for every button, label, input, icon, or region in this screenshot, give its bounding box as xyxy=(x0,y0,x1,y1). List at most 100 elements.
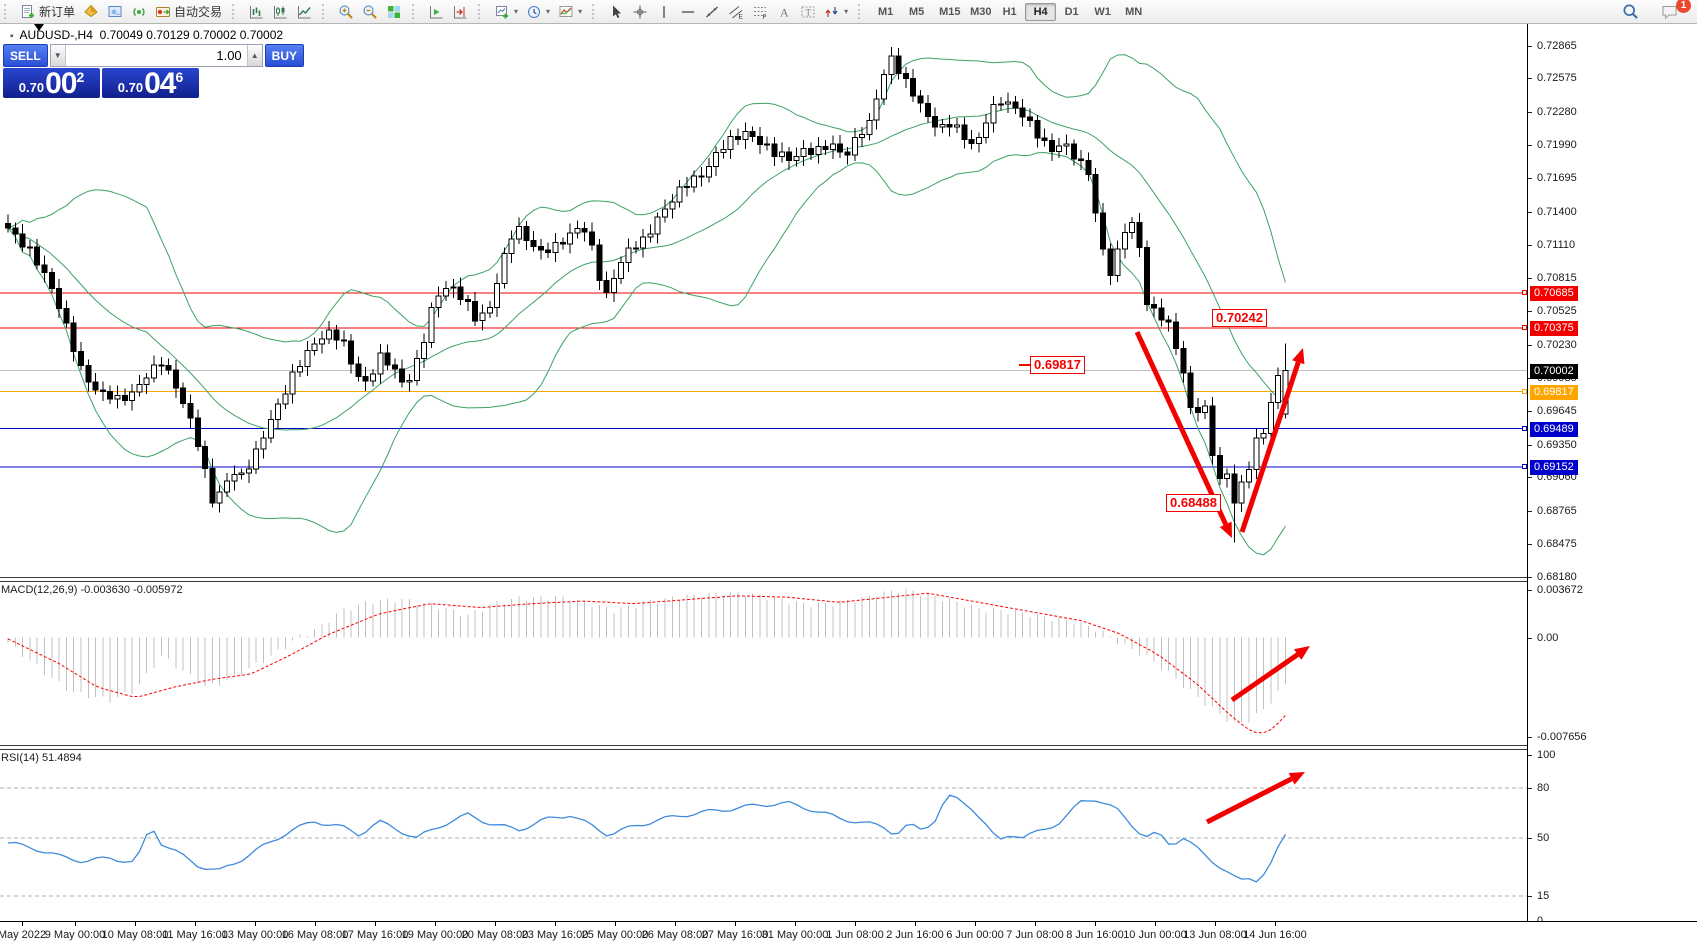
price-tick-label: 0.72575 xyxy=(1537,72,1577,84)
buy-price-display[interactable]: 0.70 04 6 xyxy=(102,68,199,99)
timeframe-button-h4[interactable]: H4 xyxy=(1025,2,1057,21)
toolbar-grip[interactable] xyxy=(412,4,418,19)
bar-chart-button[interactable] xyxy=(244,2,268,22)
volume-decrease-button[interactable]: ▼ xyxy=(50,45,66,66)
timeframe-button-mn[interactable]: MN xyxy=(1118,3,1149,21)
rsi-value: 51.4894 xyxy=(41,752,82,764)
fibonacci-button[interactable]: F xyxy=(748,2,772,22)
sell-price-display[interactable]: 0.70 00 2 xyxy=(3,68,100,99)
sell-button[interactable]: SELL xyxy=(3,44,48,67)
macd-tick-label: -0.007656 xyxy=(1537,731,1587,743)
price-annotation[interactable]: 0.70242 xyxy=(1212,309,1267,327)
rsi-chart-canvas[interactable] xyxy=(0,750,1527,921)
volume-input[interactable] xyxy=(65,45,247,66)
bar-chart-icon xyxy=(250,5,263,18)
main-chart-canvas[interactable] xyxy=(0,24,1527,578)
candlestick-chart-icon xyxy=(274,5,287,18)
macd-chart-canvas[interactable] xyxy=(0,582,1527,745)
indicators-button[interactable]: ▾ xyxy=(554,2,586,22)
timeframe-button-m30[interactable]: M30 xyxy=(963,3,994,21)
equidistant-channel-button[interactable]: E xyxy=(724,2,748,22)
notification-badge: 1 xyxy=(1676,0,1691,13)
buy-price-pip: 6 xyxy=(175,69,184,85)
time-axis[interactable]: May 2022 9 May 00:00 10 May 08:00 11 May 16… xyxy=(0,921,1697,943)
line-chart-button[interactable] xyxy=(292,2,316,22)
vertical-line-button[interactable] xyxy=(652,2,676,22)
toolbar-grip[interactable] xyxy=(322,4,328,19)
volume-increase-button[interactable]: ▲ xyxy=(246,45,262,66)
axis-tick-icon xyxy=(1275,922,1276,926)
date-tick-label: 10 May 08:00 xyxy=(101,929,169,941)
auto-scroll-button[interactable] xyxy=(424,2,448,22)
new-chart-icon xyxy=(496,5,509,18)
timeframe-button-m5[interactable]: M5 xyxy=(901,3,932,21)
text-icon: A xyxy=(780,5,789,19)
chart-window[interactable]: ▪ AUDUSD-,H4 0.70049 0.70129 0.70002 0.70… xyxy=(0,24,1697,943)
zoom-out-button[interactable] xyxy=(358,2,382,22)
trendline-button[interactable] xyxy=(700,2,724,22)
price-annotation[interactable]: 0.68488 xyxy=(1166,494,1221,512)
line-chart-icon xyxy=(298,5,311,18)
timeframe-button-m15[interactable]: M15 xyxy=(932,3,963,21)
line-anchor-icon xyxy=(1522,464,1527,469)
axis-tick-icon xyxy=(1528,477,1532,478)
buy-button[interactable]: BUY xyxy=(264,44,305,67)
new-chart-button[interactable]: ▾ xyxy=(490,2,522,22)
panel-divider[interactable] xyxy=(0,577,1697,582)
axis-tick-icon xyxy=(1528,112,1532,113)
timeframe-button-w1[interactable]: W1 xyxy=(1087,3,1118,21)
timeframe-button-m1[interactable]: M1 xyxy=(870,3,901,21)
date-tick-label: 13 May 00:00 xyxy=(221,929,289,941)
rsi-arrow-layer[interactable] xyxy=(1205,772,1305,825)
macd-arrow-layer[interactable] xyxy=(1230,646,1310,703)
price-tick-label: 0.72865 xyxy=(1537,40,1577,52)
new-order-button[interactable]: 新订单 xyxy=(16,2,79,22)
axis-tick-icon xyxy=(22,922,23,926)
axis-tick-icon xyxy=(615,922,616,926)
price-tick-label: 0.68765 xyxy=(1537,505,1577,517)
toolbar-grip[interactable] xyxy=(858,4,864,19)
axis-tick-icon xyxy=(1528,46,1532,47)
svg-text:A: A xyxy=(780,5,789,19)
market-watch-button[interactable] xyxy=(79,2,103,22)
signals-button[interactable] xyxy=(127,2,151,22)
notifications-button[interactable]: 1 xyxy=(1657,0,1691,22)
axis-tick-icon xyxy=(975,922,976,926)
candlestick-chart-button[interactable] xyxy=(268,2,292,22)
zoom-in-button[interactable] xyxy=(334,2,358,22)
price-annotation[interactable]: 0.69817 xyxy=(1019,356,1085,374)
panel-divider[interactable] xyxy=(0,745,1697,750)
line-anchor-icon xyxy=(1522,389,1527,394)
fibonacci-icon: F xyxy=(754,6,767,20)
cursor-button[interactable] xyxy=(604,2,628,22)
tile-windows-icon xyxy=(388,5,401,18)
arrows-objects-button[interactable]: ▾ xyxy=(820,2,852,22)
search-button[interactable] xyxy=(1618,2,1643,22)
toolbar-grip[interactable] xyxy=(4,4,10,19)
tile-windows-button[interactable] xyxy=(382,2,406,22)
text-label-button[interactable]: T xyxy=(796,2,820,22)
axis-tick-icon xyxy=(1528,590,1532,591)
price-tick-label: 0.71400 xyxy=(1537,206,1577,218)
periods-button[interactable]: ▾ xyxy=(522,2,554,22)
trend-arrows-layer[interactable] xyxy=(1134,330,1305,538)
toolbar-grip[interactable] xyxy=(478,4,484,19)
price-tick-label: 0.71990 xyxy=(1537,139,1577,151)
date-tick-label: 6 Jun 00:00 xyxy=(946,929,1004,941)
data-window-button[interactable] xyxy=(103,2,127,22)
indicators-icon xyxy=(559,5,573,17)
data-window-icon xyxy=(108,5,122,17)
rsi-tick-label: 100 xyxy=(1537,749,1556,761)
crosshair-button[interactable] xyxy=(628,2,652,22)
chart-shift-button[interactable] xyxy=(448,2,472,22)
text-button[interactable]: A xyxy=(772,2,796,22)
autotrading-button[interactable]: 自动交易 xyxy=(151,2,226,22)
price-axis[interactable]: 0.72865 0.72575 0.72280 0.71990 0.71695 0.714… xyxy=(1522,24,1697,927)
toolbar-grip[interactable] xyxy=(232,4,238,19)
svg-text:T: T xyxy=(806,7,812,17)
price-tick-label: 0.72280 xyxy=(1537,106,1577,118)
timeframe-button-h1[interactable]: H1 xyxy=(994,3,1025,21)
horizontal-line-button[interactable] xyxy=(676,2,700,22)
toolbar-grip[interactable] xyxy=(592,4,598,19)
timeframe-button-d1[interactable]: D1 xyxy=(1056,3,1087,21)
